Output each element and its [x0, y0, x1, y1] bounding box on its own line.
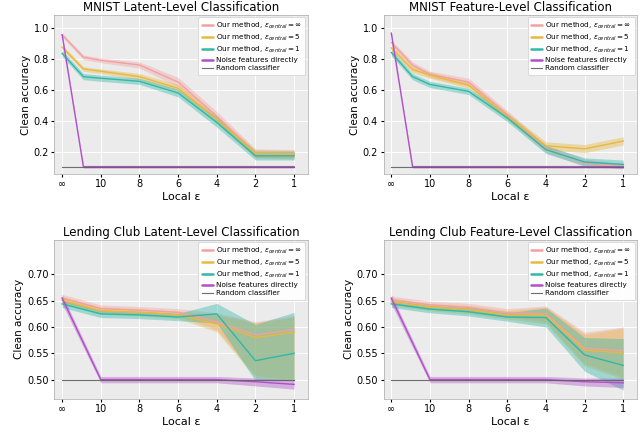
Legend: Our method, $\varepsilon_{central} = \infty$, Our method, $\varepsilon_{central}: Our method, $\varepsilon_{central} = \in… — [198, 242, 305, 300]
X-axis label: Local ε: Local ε — [491, 417, 529, 427]
Y-axis label: Clean accuracy: Clean accuracy — [350, 54, 360, 134]
Title: MNIST Feature-Level Classification: MNIST Feature-Level Classification — [409, 1, 612, 14]
X-axis label: Local ε: Local ε — [162, 417, 200, 427]
Y-axis label: Clean accuracy: Clean accuracy — [344, 279, 354, 360]
Y-axis label: Clean accuracy: Clean accuracy — [20, 54, 31, 134]
X-axis label: Local ε: Local ε — [491, 192, 529, 202]
Legend: Our method, $\varepsilon_{central} = \infty$, Our method, $\varepsilon_{central}: Our method, $\varepsilon_{central} = \in… — [198, 18, 305, 75]
Title: Lending Club Feature-Level Classification: Lending Club Feature-Level Classificatio… — [388, 226, 632, 239]
Y-axis label: Clean accuracy: Clean accuracy — [15, 279, 24, 360]
Legend: Our method, $\varepsilon_{central} = \infty$, Our method, $\varepsilon_{central}: Our method, $\varepsilon_{central} = \in… — [527, 18, 635, 75]
Title: Lending Club Latent-Level Classification: Lending Club Latent-Level Classification — [63, 226, 300, 239]
Title: MNIST Latent-Level Classification: MNIST Latent-Level Classification — [83, 1, 279, 14]
Legend: Our method, $\varepsilon_{central} = \infty$, Our method, $\varepsilon_{central}: Our method, $\varepsilon_{central} = \in… — [527, 242, 635, 300]
X-axis label: Local ε: Local ε — [162, 192, 200, 202]
